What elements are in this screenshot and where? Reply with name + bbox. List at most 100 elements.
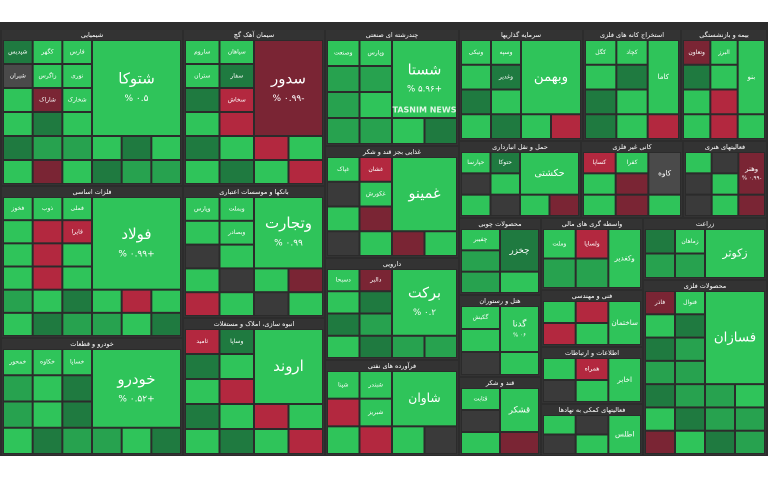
sector-title: محصولات چوبی [478,220,521,228]
tile-name: شپنا [338,381,348,388]
tile-unlabeled [3,136,33,160]
tile-name: کفرا [627,159,638,166]
tile-unlabeled [392,231,425,256]
tile [392,40,457,118]
tile-unlabeled [685,152,712,174]
tile-name: شخارک [68,96,87,104]
tile-unlabeled [711,152,739,174]
sector-title: فعالیتهای هنری [705,143,745,151]
tile-unlabeled [327,66,360,92]
tile-unlabeled [92,136,122,160]
tile-name: شستا [408,62,442,78]
tile-unlabeled [711,173,739,195]
tile-unlabeled [254,136,289,160]
tile [32,64,63,88]
tile [359,181,392,207]
sector-title: فعالیتهای کمکی به نهادها [559,406,626,414]
tile [32,349,63,376]
tile [392,371,457,427]
tile-unlabeled [616,64,648,90]
tile-name: وبصادر [227,229,245,236]
tile-name: اخابر [616,375,632,384]
tile-unlabeled [500,271,539,293]
sector-title: قند و شکر [485,379,514,387]
tile-unlabeled [359,231,392,256]
tile-unlabeled [675,253,705,278]
tile-unlabeled [735,384,765,408]
tile-unlabeled [645,337,675,361]
tile-unlabeled [219,268,254,293]
tile-unlabeled [359,206,392,232]
tile-name: اطلس [615,430,634,439]
tile [645,291,675,315]
tile-name: ساروم [194,49,210,56]
tile-unlabeled [543,358,576,380]
tile-change: % ۰۶ [513,333,526,339]
tile-unlabeled [705,430,735,455]
tile-unlabeled [575,415,609,435]
tile-name: خمحور [8,359,26,366]
sector-title: فلزات اساسی [73,188,112,196]
tile-unlabeled [327,92,360,118]
tile-unlabeled [327,335,360,358]
tile-name: کگهر [40,48,53,56]
tile-name: خساپا [70,359,85,366]
tile-unlabeled [359,313,392,336]
sector-title: خودرو و قطعات [70,340,114,348]
tile [647,40,680,115]
tile [500,388,539,432]
tile-name: گدنا [513,318,528,329]
tile-name: قشکر [508,406,530,416]
tile [392,157,457,232]
tile [185,64,220,88]
sector-title: سرمایه گذاریها [501,31,541,39]
tile [615,152,649,174]
sector-title: سیمان آهک گچ [234,30,274,39]
tile-unlabeled [685,173,712,195]
sector-title: دارویی [383,260,401,268]
tile-unlabeled [3,243,33,267]
tile-unlabeled [185,404,220,429]
tile [32,197,63,221]
tile-name: قثابت [473,396,487,403]
tile-unlabeled [543,301,576,323]
tile-unlabeled [3,88,33,112]
tile-unlabeled [543,323,576,345]
tile-name: وصنعت [334,50,353,57]
tile-unlabeled [185,292,220,317]
tile-unlabeled [675,384,705,408]
tile-unlabeled [327,206,360,232]
tile-unlabeled [185,136,220,160]
tile-name: حتوکا [499,159,513,166]
tile [3,40,33,64]
tile-unlabeled [583,173,616,195]
tile-unlabeled [575,434,609,454]
tile-unlabeled [288,160,323,184]
tile-name: وهنر [744,165,758,173]
tile-change: % ۰.۹۹ [274,239,303,249]
tile-unlabeled [62,427,92,454]
watermark: TASNIM NEWS [393,106,457,115]
tile [575,358,609,380]
tile-unlabeled [3,160,33,184]
tile-unlabeled [585,64,617,90]
tile-unlabeled [151,312,181,337]
tile-unlabeled [32,375,63,402]
tile-unlabeled [461,64,491,90]
tile-unlabeled [461,250,500,272]
tile-unlabeled [543,258,576,288]
tile-unlabeled [461,352,500,375]
tile [608,415,641,454]
tile-unlabeled [219,429,254,454]
tile [738,152,765,195]
tile-name: شیران [10,73,26,80]
tile-unlabeled [121,136,152,160]
tile-name: زماهان [681,238,698,245]
tile [521,40,581,115]
tile-name: خکاوه [40,359,55,366]
tile-unlabeled [32,401,63,428]
tile-unlabeled [3,375,33,402]
tile-unlabeled [327,118,360,144]
tile-unlabeled [185,244,220,269]
sector-title: چندرشته ای صنعتی [366,31,418,39]
